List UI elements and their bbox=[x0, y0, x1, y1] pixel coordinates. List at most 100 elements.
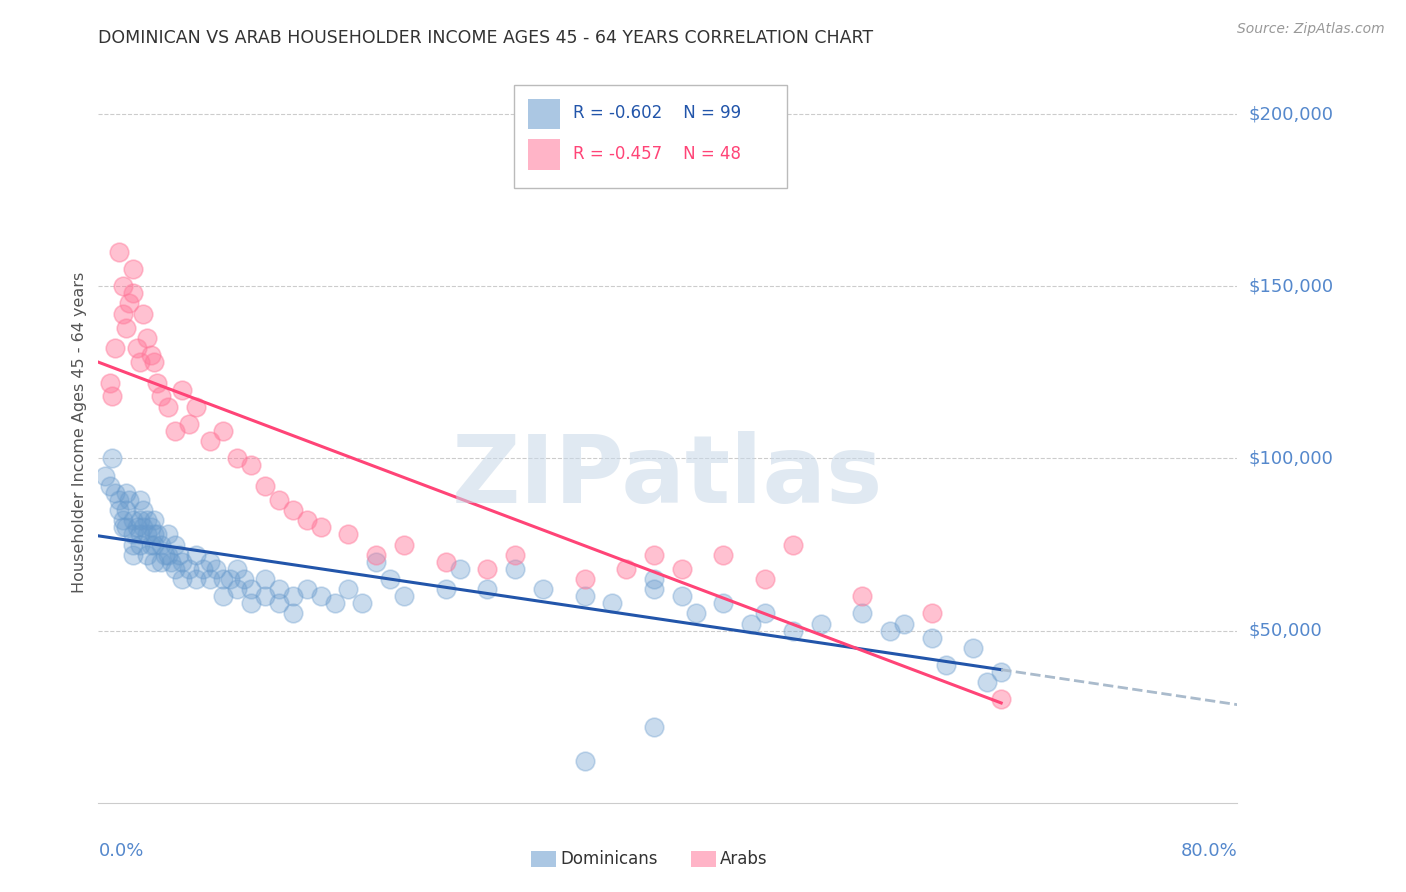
Point bbox=[122, 527, 145, 541]
Point bbox=[240, 582, 263, 597]
Point bbox=[149, 389, 172, 403]
Point bbox=[149, 555, 172, 569]
Point bbox=[132, 503, 155, 517]
Point bbox=[132, 307, 155, 321]
Text: Source: ZipAtlas.com: Source: ZipAtlas.com bbox=[1237, 22, 1385, 37]
Point bbox=[177, 561, 200, 575]
Point bbox=[122, 548, 145, 562]
Point bbox=[574, 572, 596, 586]
Point bbox=[143, 537, 166, 551]
Point bbox=[240, 596, 263, 610]
Point bbox=[129, 492, 152, 507]
Point bbox=[98, 479, 121, 493]
Point bbox=[118, 296, 141, 310]
Point bbox=[643, 572, 665, 586]
Point bbox=[149, 537, 172, 551]
Point bbox=[295, 513, 318, 527]
Point bbox=[136, 548, 159, 562]
Point bbox=[643, 548, 665, 562]
Point bbox=[163, 561, 186, 575]
Point bbox=[129, 527, 152, 541]
Point bbox=[136, 331, 159, 345]
Point bbox=[879, 624, 901, 638]
Point bbox=[132, 520, 155, 534]
Point bbox=[671, 589, 693, 603]
Text: $50,000: $50,000 bbox=[1249, 622, 1323, 640]
Point bbox=[115, 520, 138, 534]
Text: Dominicans: Dominicans bbox=[561, 850, 658, 868]
Point bbox=[990, 692, 1012, 706]
Point bbox=[740, 616, 762, 631]
Point bbox=[122, 286, 145, 301]
Point bbox=[122, 537, 145, 551]
Point bbox=[143, 555, 166, 569]
Point bbox=[219, 572, 242, 586]
Point bbox=[163, 537, 186, 551]
Point bbox=[170, 555, 193, 569]
Point bbox=[115, 320, 138, 334]
Point bbox=[921, 607, 943, 621]
Point bbox=[233, 572, 256, 586]
Point bbox=[531, 582, 554, 597]
Point bbox=[177, 417, 200, 431]
Point bbox=[129, 537, 152, 551]
Point bbox=[449, 561, 471, 575]
Point bbox=[782, 537, 804, 551]
Point bbox=[198, 434, 221, 449]
Point bbox=[226, 582, 249, 597]
Point bbox=[267, 582, 290, 597]
Point bbox=[127, 520, 149, 534]
Point bbox=[309, 520, 332, 534]
Point bbox=[156, 400, 179, 414]
Point bbox=[713, 548, 735, 562]
Point bbox=[112, 279, 135, 293]
Point bbox=[254, 479, 277, 493]
Point bbox=[893, 616, 915, 631]
Point bbox=[323, 596, 346, 610]
Point bbox=[976, 675, 998, 690]
Point bbox=[434, 555, 457, 569]
Point bbox=[101, 389, 124, 403]
Point bbox=[337, 582, 360, 597]
Point bbox=[167, 548, 190, 562]
FancyBboxPatch shape bbox=[531, 851, 557, 867]
Point bbox=[104, 486, 127, 500]
Point bbox=[170, 572, 193, 586]
Point bbox=[295, 582, 318, 597]
Text: 0.0%: 0.0% bbox=[98, 842, 143, 860]
FancyBboxPatch shape bbox=[527, 139, 560, 169]
Point bbox=[935, 658, 957, 673]
FancyBboxPatch shape bbox=[527, 98, 560, 129]
Point bbox=[143, 355, 166, 369]
Text: R = -0.602    N = 99: R = -0.602 N = 99 bbox=[574, 103, 741, 122]
Point bbox=[240, 458, 263, 473]
Point bbox=[156, 527, 179, 541]
Text: DOMINICAN VS ARAB HOUSEHOLDER INCOME AGES 45 - 64 YEARS CORRELATION CHART: DOMINICAN VS ARAB HOUSEHOLDER INCOME AGE… bbox=[98, 29, 873, 47]
Point bbox=[477, 582, 499, 597]
Point bbox=[118, 492, 141, 507]
Point bbox=[643, 720, 665, 734]
Point bbox=[101, 451, 124, 466]
Point bbox=[574, 755, 596, 769]
Point bbox=[129, 513, 152, 527]
Text: ZIPatlas: ZIPatlas bbox=[453, 431, 883, 523]
Point bbox=[136, 513, 159, 527]
Point bbox=[145, 376, 167, 390]
Point bbox=[392, 589, 415, 603]
Point bbox=[851, 607, 873, 621]
Point bbox=[191, 561, 214, 575]
Point bbox=[198, 572, 221, 586]
Point bbox=[503, 548, 526, 562]
Point bbox=[212, 572, 235, 586]
Point bbox=[226, 561, 249, 575]
Text: R = -0.457    N = 48: R = -0.457 N = 48 bbox=[574, 145, 741, 162]
Point bbox=[205, 561, 228, 575]
Point bbox=[754, 572, 776, 586]
Point bbox=[163, 424, 186, 438]
Text: Arabs: Arabs bbox=[720, 850, 768, 868]
Point bbox=[143, 527, 166, 541]
Y-axis label: Householder Income Ages 45 - 64 years: Householder Income Ages 45 - 64 years bbox=[72, 272, 87, 593]
Point bbox=[115, 486, 138, 500]
Point bbox=[754, 607, 776, 621]
Point bbox=[156, 548, 179, 562]
